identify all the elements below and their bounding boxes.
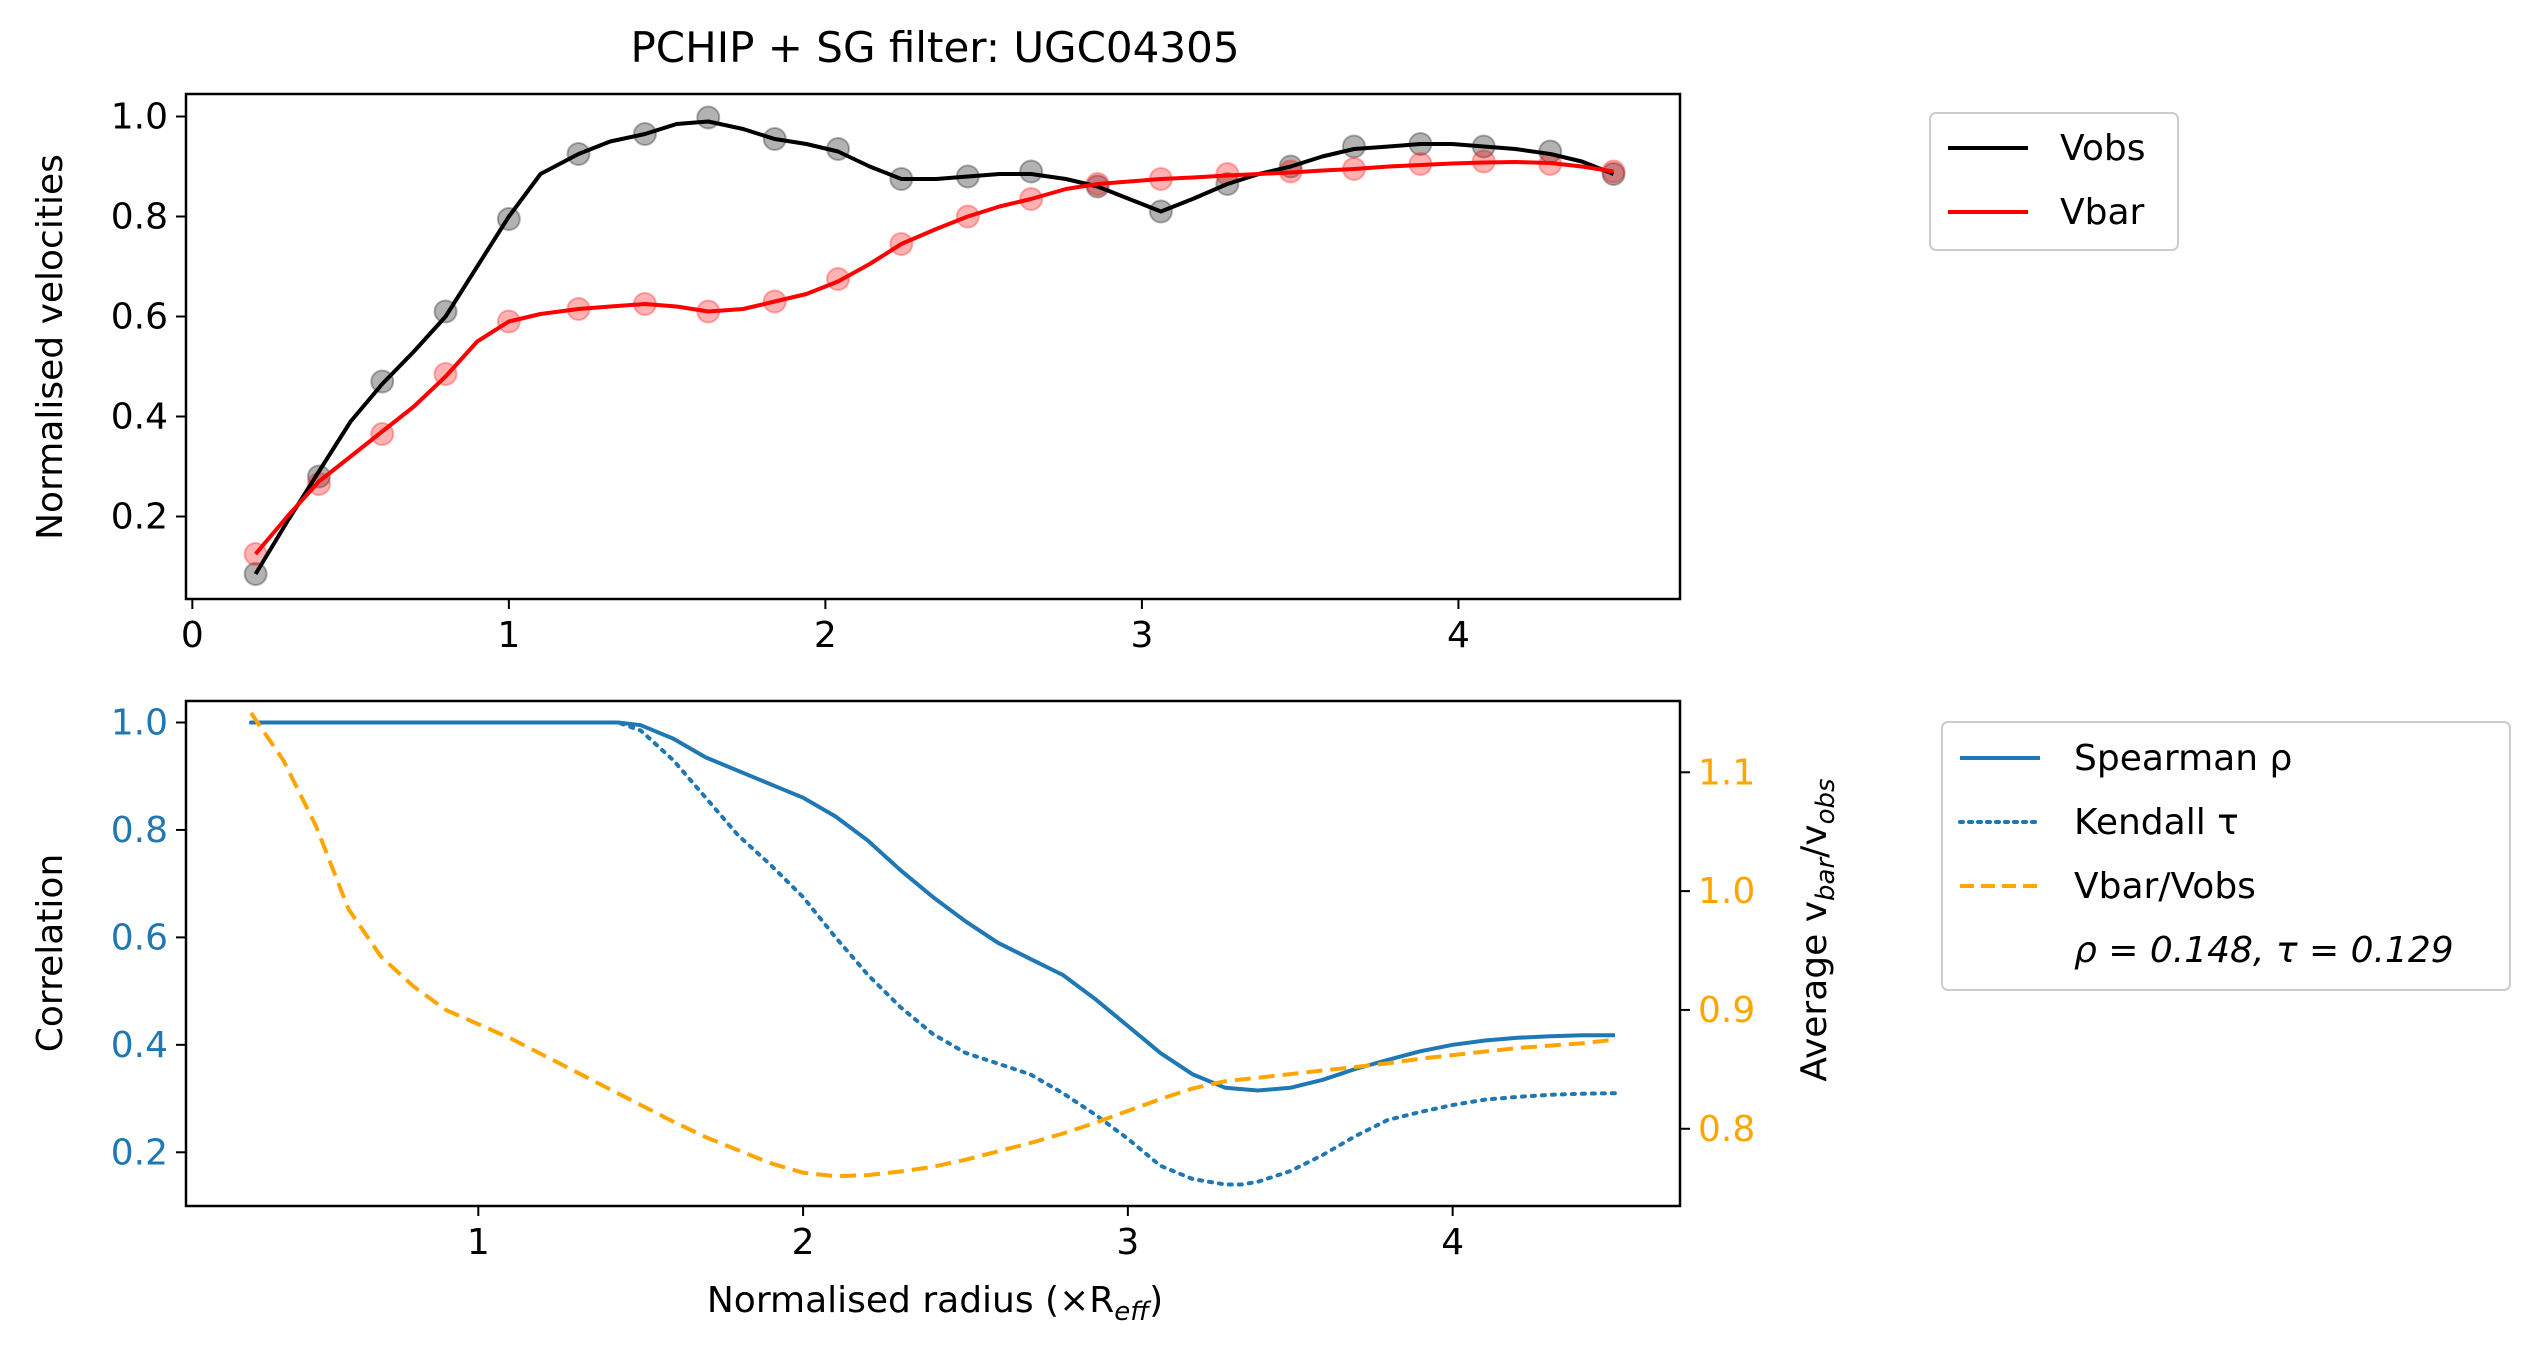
velocity-panel-ylabel: Normalised velocities — [30, 154, 71, 540]
correlation-ytick-label: 0.6 — [111, 917, 168, 958]
ratio-ytick-label: 1.1 — [1698, 752, 1755, 793]
correlation-panel-axes: 1 2 3 4 0.2 0.4 0.6 0.8 1.0 0.8 0.9 1.0 1.1 — [111, 702, 1756, 1263]
velocity-xtick-label: 3 — [1130, 615, 1153, 656]
legend-stats-annotation: ρ = 0.148, τ = 0.129 — [2074, 930, 2454, 971]
correlation-panel-curves — [249, 711, 1617, 1187]
correlation-xtick-label: 3 — [1116, 1222, 1139, 1263]
velocity-ytick-label: 0.4 — [111, 397, 168, 438]
series-line-vbar-vobs — [249, 711, 1616, 1179]
point-vobs — [1601, 162, 1626, 186]
correlation-ytick-label: 1.0 — [111, 702, 168, 743]
legend-vbar-label: Vbar — [2060, 192, 2145, 233]
correlation-panel-ylabel: Correlation — [30, 854, 71, 1053]
correlation-ytick-label: 0.2 — [111, 1132, 168, 1173]
ratio-ytick-label: 0.8 — [1698, 1109, 1755, 1150]
correlation-xtick-label: 1 — [467, 1222, 490, 1263]
correlation-legend: Spearman ρ Kendall τ Vbar/Vobs ρ = 0.148… — [1941, 721, 2511, 991]
legend-vobs-label: Vobs — [2060, 128, 2145, 169]
velocity-xtick-label: 1 — [497, 615, 520, 656]
legend-kendall-label: Kendall τ — [2074, 802, 2239, 843]
velocity-panel: PCHIP + SG filter: UGC04305 0 1 2 3 40.20.40… — [30, 23, 1682, 657]
velocity-panel-axes: 0 1 2 3 4 0.2 0.4 0.6 0.8 1.0 — [111, 97, 1470, 657]
correlation-legend-box — [1941, 721, 2511, 991]
velocity-xtick-label: 4 — [1447, 615, 1470, 656]
correlation-panel-ylabel-right: Average vbar/vobs — [1794, 778, 1841, 1081]
legend-ratio-label: Vbar/Vobs — [2074, 866, 2256, 907]
velocity-ytick-label: 0.8 — [111, 197, 168, 238]
correlation-panel-xlabel: Normalised radius (×Reff) — [707, 1280, 1163, 1327]
correlation-ytick-label: 0.4 — [111, 1025, 168, 1066]
velocity-panel-title: PCHIP + SG filter: UGC04305 — [630, 23, 1239, 72]
point-vobs — [1019, 159, 1044, 184]
series-line-spearman — [251, 720, 1615, 1093]
correlation-panel-frame — [184, 699, 1682, 1208]
ratio-ytick-label: 0.9 — [1698, 990, 1755, 1031]
series-line-vbar — [254, 160, 1614, 556]
correlation-ytick-label: 0.8 — [111, 810, 168, 851]
correlation-panel: 1 2 3 4 0.2 0.4 0.6 0.8 1.0 0.8 0.9 1.0 1.1 Correlat… — [30, 699, 1841, 1327]
velocity-panel-curves — [243, 105, 1626, 586]
ratio-ytick-label: 1.0 — [1698, 871, 1755, 912]
velocity-legend: Vobs Vbar — [1929, 112, 2179, 251]
velocity-ytick-label: 0.2 — [111, 497, 168, 538]
series-line-vobs — [253, 119, 1615, 576]
legend-spearman-label: Spearman ρ — [2074, 738, 2292, 779]
velocity-ytick-label: 1.0 — [111, 97, 168, 138]
point-vobs — [696, 105, 721, 130]
correlation-xtick-label: 2 — [792, 1222, 815, 1263]
series-line-kendall — [249, 720, 1617, 1187]
correlation-xtick-label: 4 — [1441, 1222, 1464, 1263]
velocity-xtick-label: 0 — [181, 615, 204, 656]
velocity-ytick-label: 0.6 — [111, 297, 168, 338]
velocity-xtick-label: 2 — [814, 615, 837, 656]
velocity-panel-frame — [184, 92, 1682, 601]
